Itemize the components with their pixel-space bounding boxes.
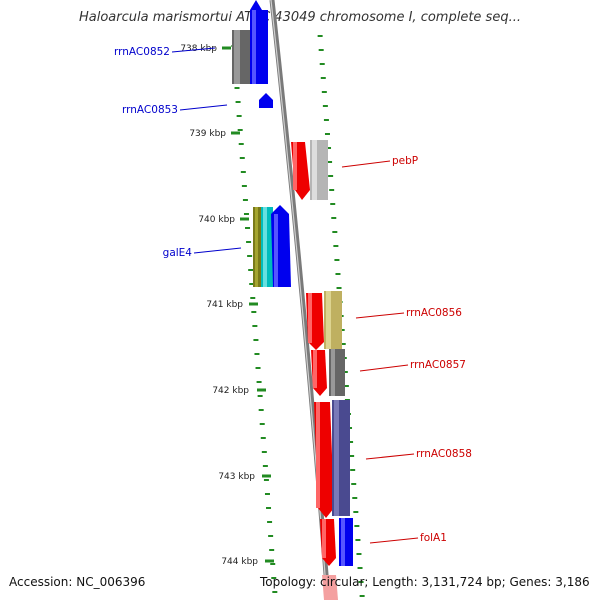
tick-mark [231, 131, 240, 135]
gene-label: rrnAC0852 [114, 46, 170, 58]
tick-label: 738 kbp [180, 44, 217, 54]
gene-label: folA1 [420, 532, 447, 544]
tick-label: 744 kbp [221, 557, 258, 567]
gene-label: rrnAC0856 [406, 307, 462, 319]
map-title: Haloarcula marismortui ATCC 43049 chromo… [79, 10, 521, 25]
gene-feature-rrnAC0853[interactable] [259, 93, 273, 108]
gene-label: rrnAC0857 [410, 359, 466, 371]
topology-text: Topology: circular; Length: 3,131,724 bp… [260, 575, 590, 589]
accession-text: Accession: NC_006396 [9, 575, 146, 589]
label-leader-line [193, 247, 242, 254]
tick-mark [262, 474, 271, 478]
tick-label: 741 kbp [206, 300, 243, 310]
genome-backbone [269, 0, 331, 600]
tick-label: 739 kbp [189, 129, 226, 139]
gene-label: pebP [392, 155, 418, 167]
label-leader-line [359, 364, 409, 372]
position-ticks: 738 kbp 739 kbp 740 kbp 741 kbp 742 kbp 743 k… [180, 44, 274, 567]
outer-gene-labels: pebP rrnAC0856 rrnAC0857 rrnAC0858 folA1 [341, 155, 472, 544]
inner-gene-labels: rrnAC0852 rrnAC0853 galE4 [114, 46, 242, 259]
label-leader-line [341, 160, 391, 168]
tick-mark [222, 46, 231, 50]
gene-label: rrnAC0853 [122, 104, 178, 116]
label-leader-line [365, 453, 415, 460]
tick-mark [240, 217, 249, 221]
label-leader-line [355, 312, 405, 319]
gene-label: rrnAC0858 [416, 448, 472, 460]
label-leader-line [179, 104, 228, 111]
label-leader-line [369, 537, 419, 544]
tick-label: 740 kbp [198, 215, 235, 225]
gene-label: galE4 [163, 247, 193, 259]
tick-mark [257, 388, 266, 392]
inner-dotted-ring [231, 45, 278, 593]
label-leader-line [171, 47, 216, 53]
tick-mark [249, 302, 258, 306]
tick-mark [265, 559, 274, 563]
tick-label: 743 kbp [218, 472, 255, 482]
tick-label: 742 kbp [212, 386, 249, 396]
